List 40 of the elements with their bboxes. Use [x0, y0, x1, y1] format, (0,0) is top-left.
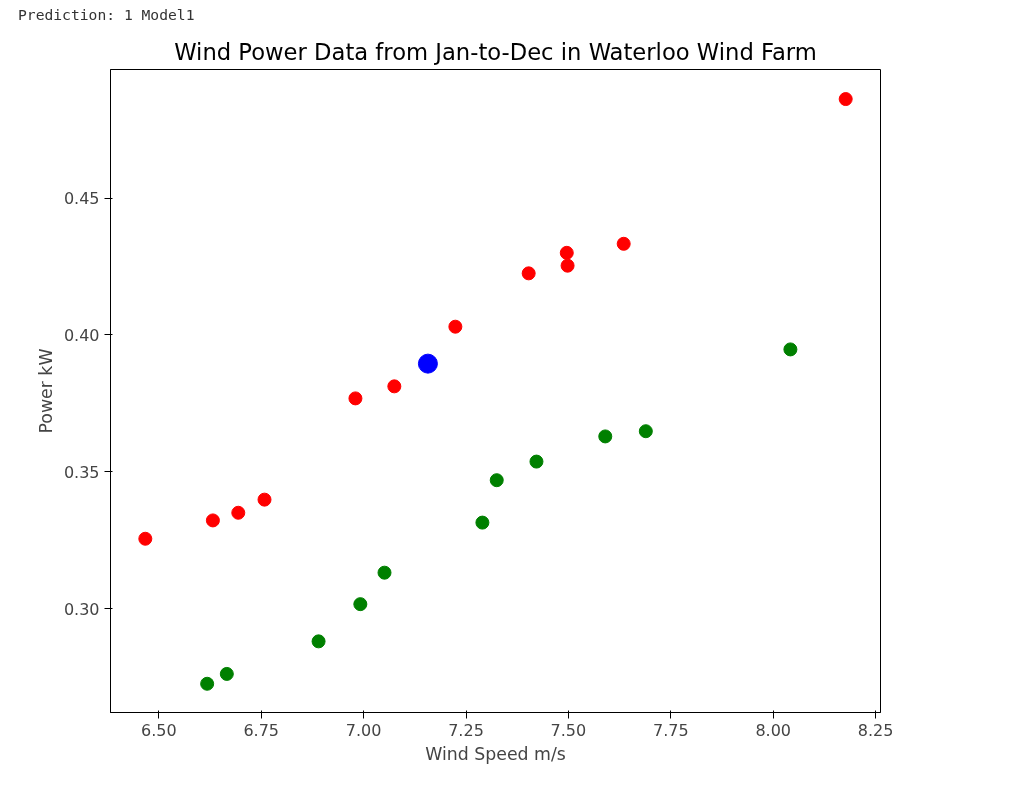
x-tick-label: 6.50 — [141, 720, 177, 740]
point — [448, 319, 463, 334]
point — [521, 266, 536, 281]
point — [387, 379, 402, 394]
point — [529, 454, 544, 469]
point — [489, 473, 504, 488]
y-tick-label: 0.40 — [63, 325, 100, 345]
point — [219, 666, 234, 681]
point — [559, 245, 574, 260]
x-tick-label: 7.75 — [652, 720, 689, 740]
point — [638, 424, 653, 439]
point — [205, 513, 220, 528]
x-tick-label: 8.25 — [857, 720, 894, 740]
point — [231, 505, 246, 520]
point — [417, 353, 438, 374]
text: Prediction: 1 Model1 — [18, 5, 195, 25]
point — [348, 391, 363, 406]
x-tick-label: 7.25 — [448, 720, 484, 740]
y-tick-label: 0.30 — [63, 599, 100, 619]
x-tick-label: 7.50 — [550, 720, 587, 740]
x-axis-title: Wind Speed m/s — [425, 743, 566, 764]
point — [138, 531, 153, 546]
point — [311, 634, 326, 649]
point — [475, 515, 490, 530]
y-tick-label: 0.35 — [63, 462, 100, 482]
y-tick-label: 0.45 — [63, 189, 100, 209]
point — [838, 92, 853, 106]
x-tick-label: 7.00 — [345, 720, 382, 740]
point — [353, 597, 368, 612]
x-tick-label: 8.00 — [755, 720, 791, 740]
point — [377, 565, 392, 580]
point — [257, 492, 272, 507]
chart-title: Wind Power Data from Jan-to-Dec in Waterloo Wind Farm — [174, 38, 817, 65]
y-axis-title: Power kW — [35, 348, 56, 434]
x-tick-label: 6.75 — [243, 720, 280, 740]
point — [560, 258, 575, 273]
point — [783, 342, 798, 357]
point — [200, 676, 215, 691]
point — [616, 236, 631, 251]
point — [598, 429, 613, 444]
